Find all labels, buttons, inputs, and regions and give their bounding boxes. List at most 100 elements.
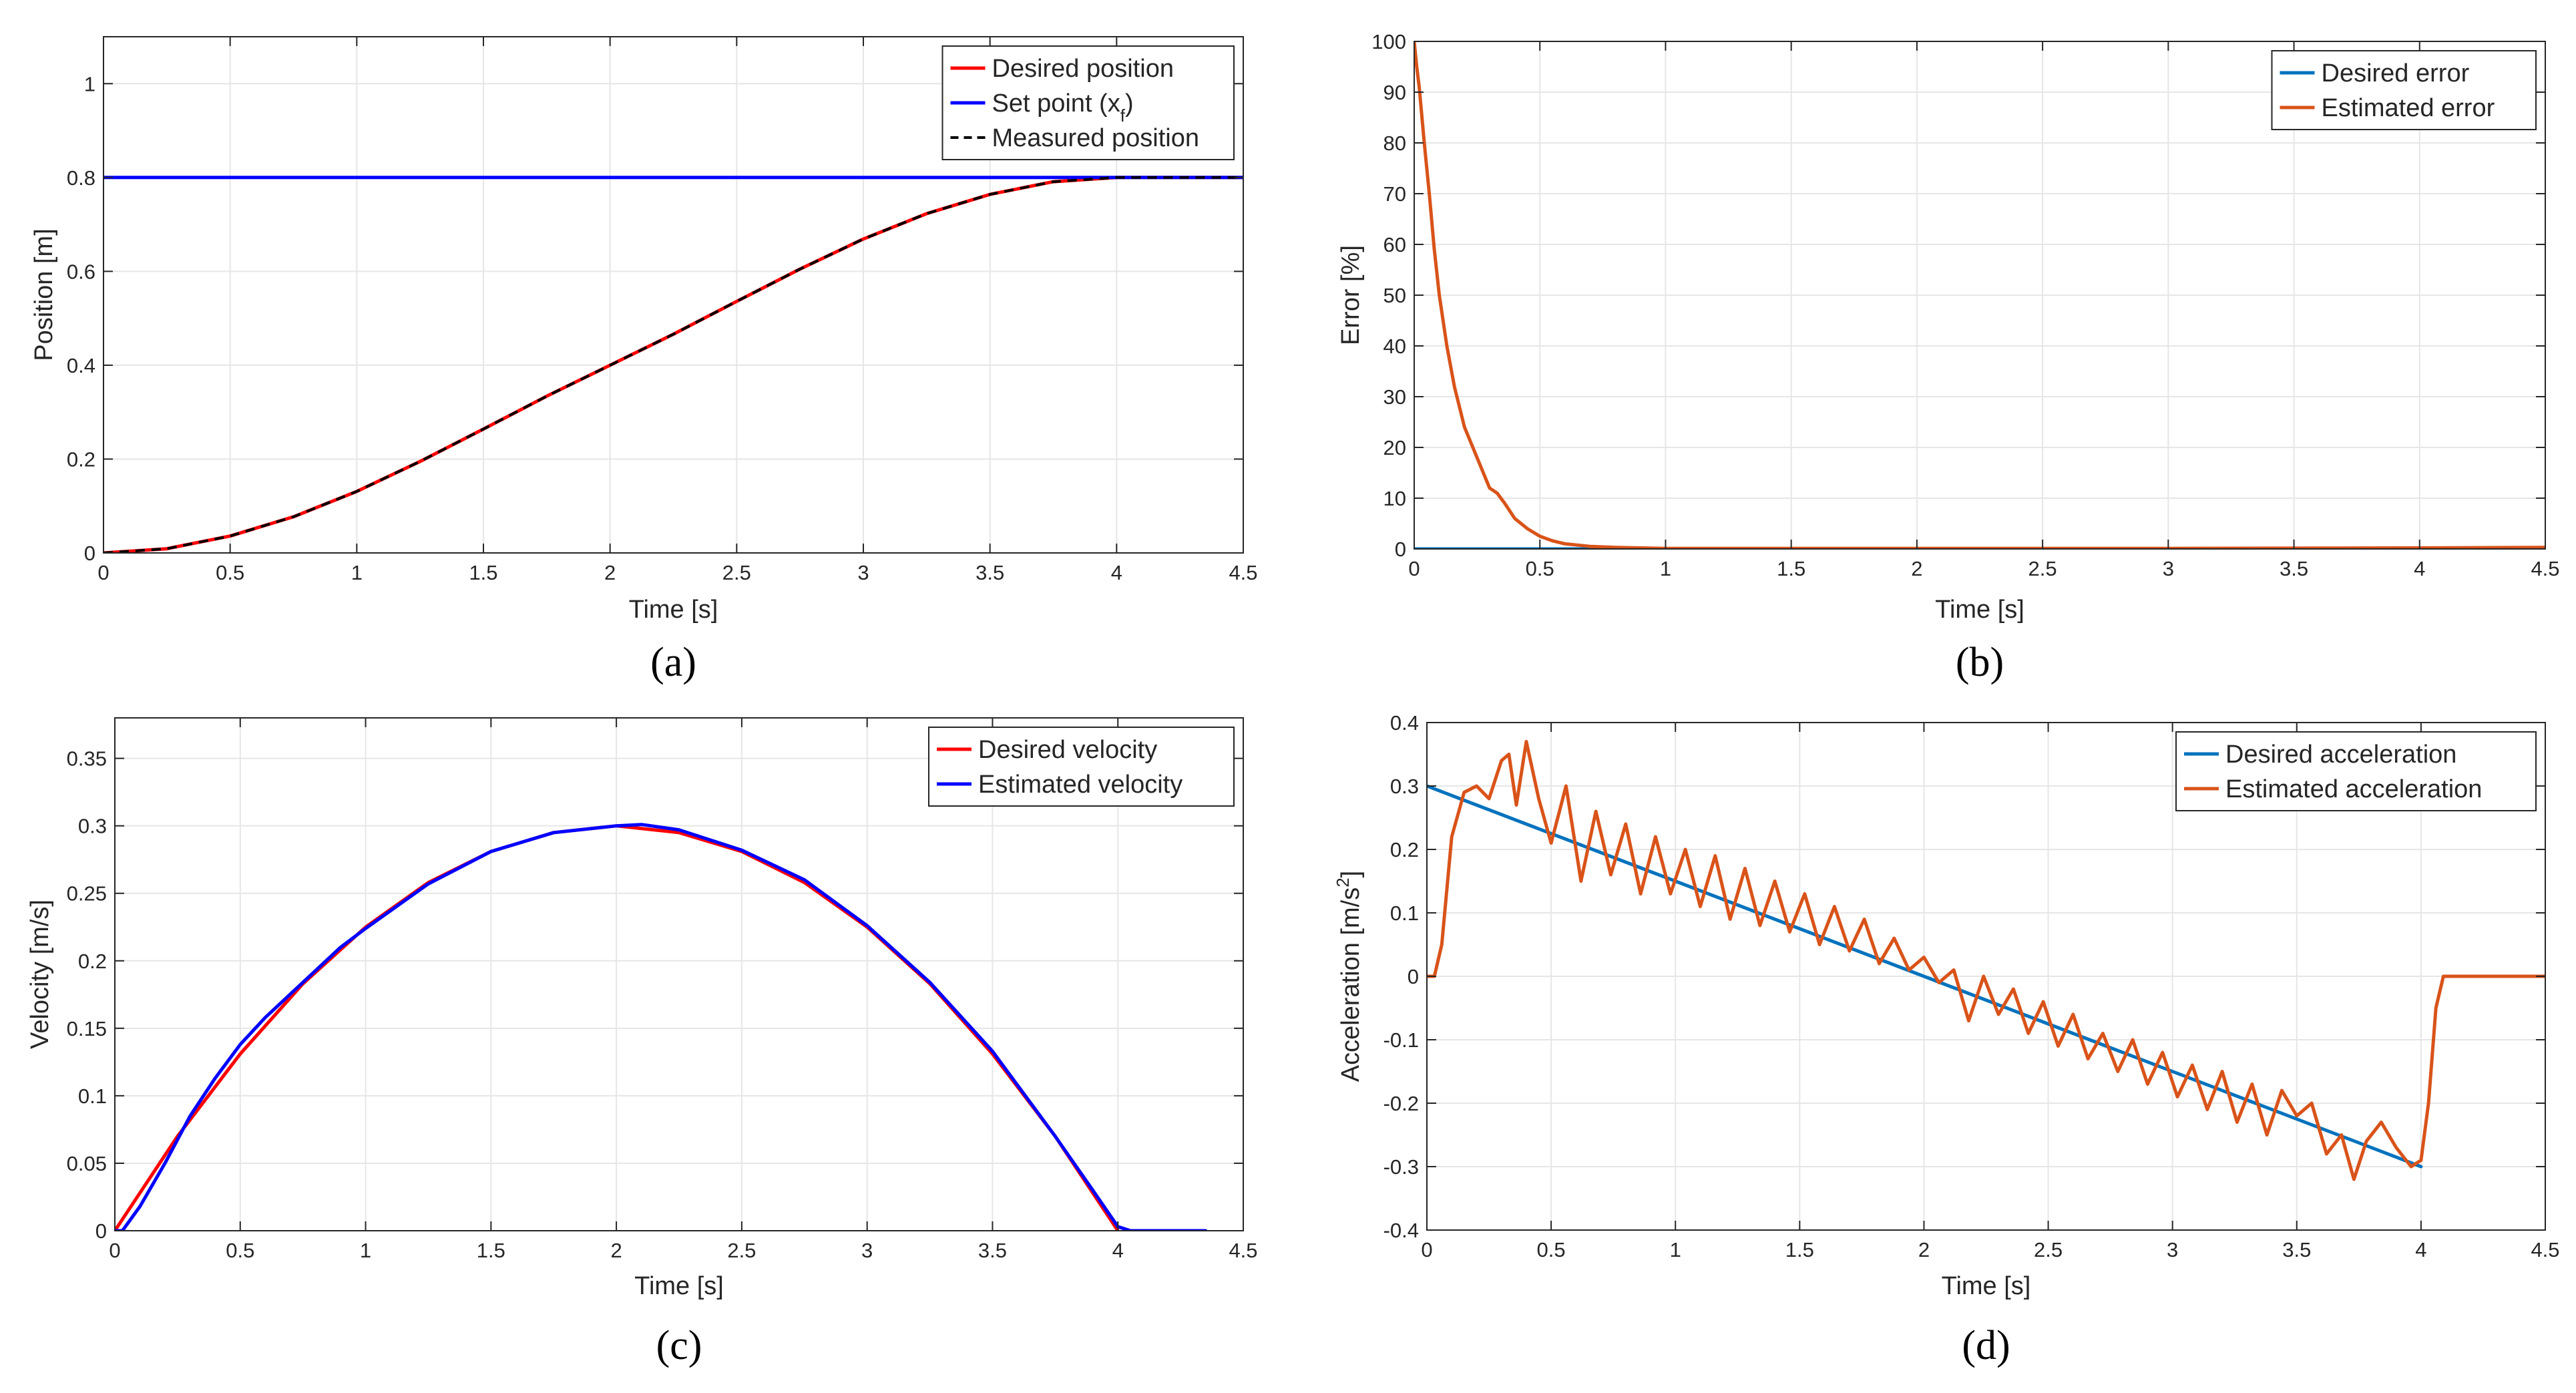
legend-label-1: Estimated acceleration — [2225, 775, 2482, 803]
legend: Desired acceleration Estimated accelerati… — [2175, 731, 2537, 811]
y-tick-label: 0.35 — [67, 747, 107, 771]
y-tick-label: 0.3 — [78, 815, 107, 838]
y-tick-label: 0 — [1395, 538, 1406, 561]
chart-panel-a: 0 0.5 1 1.5 2 2.5 3 3.5 4 4.5 0 0.2 0.4 0.6 0.8 1 Time [… — [30, 36, 1258, 685]
y-tick-label: 0.4 — [1390, 711, 1419, 735]
x-tick-label: 0.5 — [226, 1239, 254, 1262]
legend-box — [2175, 731, 2537, 811]
y-tick-label: -0.1 — [1383, 1028, 1419, 1052]
x-tick-label: 1 — [1670, 1238, 1681, 1261]
panel-label-d: (d) — [1962, 1323, 2010, 1368]
legend-label-2: Measured position — [992, 124, 1200, 152]
x-tick-label: 3.5 — [2280, 557, 2308, 580]
x-tick-label: 0 — [97, 561, 109, 584]
x-tick-label: 2.5 — [722, 561, 751, 584]
y-tick-label: 0.3 — [1390, 775, 1419, 798]
y-tick-label: 1 — [84, 72, 95, 95]
x-tick-label: 4.5 — [1229, 1239, 1257, 1262]
x-tick-label: 0 — [1421, 1238, 1432, 1261]
legend-box — [941, 45, 1235, 160]
panel-label-c: (c) — [656, 1323, 702, 1368]
y-tick-label: -0.3 — [1383, 1155, 1419, 1179]
x-tick-label: 0 — [109, 1239, 120, 1262]
series-line-a-2 — [103, 176, 1243, 553]
y-tick-label: 100 — [1371, 30, 1406, 53]
y-tick-label: -0.4 — [1383, 1219, 1419, 1242]
y-tick-label: 30 — [1383, 385, 1406, 409]
y-tick-label: 0.2 — [1390, 838, 1419, 861]
y-tick-label: 0.4 — [67, 354, 95, 377]
y-axis-label: Velocity [m/s] — [26, 900, 54, 1049]
y-tick-label: 90 — [1383, 81, 1406, 104]
x-tick-label: 2.5 — [2034, 1238, 2063, 1261]
x-tick-label: 2 — [610, 1239, 622, 1262]
y-tick-label: 0.15 — [67, 1017, 107, 1040]
x-tick-label: 2 — [1911, 557, 1922, 580]
x-tick-label: 3 — [2163, 557, 2174, 580]
x-tick-label: 3 — [857, 561, 869, 584]
legend-label-1: Estimated velocity — [978, 771, 1183, 799]
series-line-c-1 — [115, 823, 1208, 1231]
x-tick-label: 0 — [1408, 557, 1420, 580]
axes-box — [103, 36, 1244, 554]
x-tick-label: 1 — [1660, 557, 1671, 580]
legend-box — [2271, 50, 2537, 130]
series-group — [1427, 740, 2545, 1181]
y-tick-label: 0 — [84, 542, 95, 565]
legend-label-0: Desired acceleration — [2225, 741, 2456, 769]
y-axis-label: Position [m] — [30, 228, 58, 361]
series-line-d-0 — [1427, 784, 2423, 1169]
x-tick-label: 1.5 — [1777, 557, 1805, 580]
x-tick-label: 2.5 — [727, 1239, 756, 1262]
x-tick-label: 0.5 — [216, 561, 244, 584]
legend-label-1: Estimated error — [2322, 94, 2495, 122]
x-tick-label: 4 — [1111, 561, 1122, 584]
x-tick-label: 3.5 — [976, 561, 1004, 584]
y-tick-label: 0.1 — [78, 1084, 107, 1108]
series-line-d-1 — [1427, 740, 2545, 1181]
panel-label-b: (b) — [1956, 640, 2004, 685]
series-group — [103, 176, 1243, 553]
x-tick-label: 1.5 — [477, 1239, 505, 1262]
x-axis-label: Time [s] — [1935, 596, 2024, 624]
x-tick-label: 0.5 — [1526, 557, 1554, 580]
legend-box — [928, 727, 1235, 807]
y-tick-label: 80 — [1383, 132, 1406, 155]
x-axis-label: Time [s] — [629, 596, 718, 624]
legend: Desired velocity Estimated velocity — [928, 727, 1235, 807]
y-axis-label: Error [%] — [1337, 245, 1365, 345]
x-tick-label: 1.5 — [1785, 1238, 1814, 1261]
y-tick-label: 70 — [1383, 182, 1406, 206]
x-axis-label: Time [s] — [1942, 1272, 2031, 1300]
y-tick-label: 0.1 — [1390, 902, 1419, 925]
x-tick-label: 4.5 — [1229, 561, 1257, 584]
panel-label-a: (a) — [650, 640, 696, 685]
y-tick-label: -0.2 — [1383, 1092, 1419, 1115]
x-tick-label: 1.5 — [469, 561, 497, 584]
y-tick-label: 0.8 — [67, 166, 95, 190]
x-tick-label: 4.5 — [2531, 557, 2559, 580]
y-tick-label: 0.25 — [67, 882, 107, 906]
legend-label-0: Desired velocity — [978, 736, 1157, 764]
x-tick-label: 4 — [2414, 557, 2425, 580]
x-tick-label: 4.5 — [2531, 1238, 2559, 1261]
x-tick-label: 0.5 — [1537, 1238, 1566, 1261]
x-axis-label: Time [s] — [634, 1272, 724, 1300]
y-tick-label: 40 — [1383, 335, 1406, 358]
legend-label-0: Desired error — [2322, 59, 2470, 87]
chart-panel-b: 0 0.5 1 1.5 2 2.5 3 3.5 4 4.5 0 10 20 30 40 50 60 70 80 90 1… — [1337, 30, 2560, 685]
y-tick-label: 20 — [1383, 436, 1406, 459]
legend-label-1: Set point (xf) — [992, 89, 1134, 126]
legend: Desired error Estimated error — [2271, 50, 2537, 130]
axes-box — [114, 717, 1244, 1231]
x-tick-label: 3 — [2167, 1238, 2178, 1261]
y-tick-label: 60 — [1383, 233, 1406, 256]
y-tick-label: 10 — [1383, 487, 1406, 510]
series-group — [115, 823, 1208, 1231]
x-tick-label: 3.5 — [978, 1239, 1007, 1262]
y-tick-label: 0.2 — [78, 950, 107, 973]
x-tick-label: 1 — [360, 1239, 371, 1262]
x-tick-label: 3 — [861, 1239, 873, 1262]
x-tick-label: 4 — [1112, 1239, 1124, 1262]
